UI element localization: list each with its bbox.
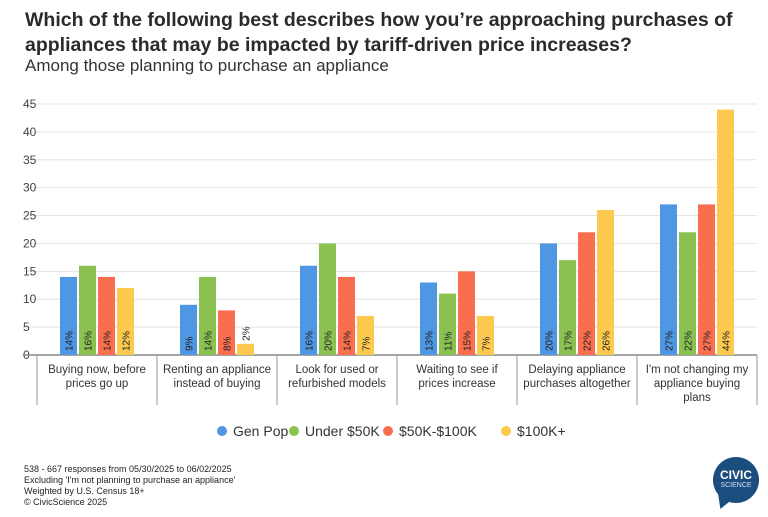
y-tick-label: 5 — [23, 320, 30, 334]
x-category-label: plans — [683, 392, 711, 404]
legend-swatch — [217, 426, 227, 436]
bar--50k-100k — [218, 310, 235, 355]
x-category-label: Look for used or — [295, 364, 378, 376]
bar--50k-100k — [458, 271, 475, 355]
footer-line: Weighted by U.S. Census 18+ — [24, 486, 145, 496]
y-tick-label: 35 — [23, 153, 37, 167]
y-tick-label: 20 — [23, 236, 37, 250]
logo-line1: CIVIC — [719, 468, 752, 482]
data-label: 14% — [65, 331, 76, 351]
legend-label: Under $50K — [305, 423, 380, 439]
chart-title: Which of the following best describes ho… — [25, 9, 733, 56]
x-category-label: Buying now, before — [48, 364, 146, 376]
data-label: 44% — [722, 331, 733, 351]
bar--100k- — [357, 315, 374, 355]
bar--100k- — [117, 288, 134, 355]
data-label: 14% — [103, 331, 114, 351]
data-label: 11% — [444, 332, 455, 351]
x-category-label: appliance buying — [654, 378, 740, 390]
y-tick-label: 10 — [23, 292, 37, 306]
data-label: 20% — [324, 331, 335, 351]
x-category-label: Delaying appliance — [528, 364, 625, 376]
y-tick-label: 15 — [23, 264, 37, 278]
data-label: 22% — [684, 331, 695, 351]
chart-subtitle: Among those planning to purchase an appl… — [25, 56, 389, 75]
data-label: 14% — [343, 331, 354, 351]
footer-line: © CivicScience 2025 — [24, 497, 108, 507]
y-tick-label: 40 — [23, 125, 37, 139]
y-tick-label: 30 — [23, 181, 37, 195]
bar--50k-100k — [698, 204, 715, 355]
bar-under-50k — [319, 243, 336, 355]
bar-gen-pop — [180, 304, 197, 355]
legend-label: $50K-$100K — [399, 423, 478, 439]
data-label: 16% — [84, 331, 95, 351]
footer-notes: 538 - 667 responses from 05/30/2025 to 0… — [24, 464, 235, 508]
bar-gen-pop — [540, 243, 557, 355]
bar-under-50k — [439, 293, 456, 355]
data-label: 14% — [204, 331, 215, 351]
y-tick-label: 45 — [23, 97, 37, 111]
bar-under-50k — [559, 260, 576, 355]
data-label: 20% — [545, 331, 556, 351]
x-category-label: Waiting to see if — [416, 364, 498, 376]
x-category-label: instead of buying — [174, 378, 261, 390]
footer-line: Excluding 'I'm not planning to purchase … — [24, 475, 236, 485]
data-label: 7% — [482, 336, 493, 351]
x-category-label: I'm not changing my — [646, 364, 749, 376]
bar-gen-pop — [660, 204, 677, 355]
data-label: 7% — [362, 336, 373, 351]
x-category-label: prices go up — [66, 378, 129, 390]
data-label: 13% — [425, 331, 436, 351]
x-category-label: prices increase — [418, 378, 495, 390]
bar-under-50k — [199, 276, 216, 355]
legend-label: $100K+ — [517, 423, 566, 439]
bar-gen-pop — [420, 282, 437, 355]
bar--50k-100k — [578, 232, 595, 355]
x-category-label: refurbished models — [288, 378, 386, 390]
logo-line2: SCIENCE — [720, 482, 752, 489]
bar--50k-100k — [338, 276, 355, 355]
legend-swatch — [383, 426, 393, 436]
bar--100k- — [717, 109, 734, 355]
data-label: 8% — [223, 336, 234, 351]
data-label: 16% — [305, 331, 316, 351]
legend-swatch — [289, 426, 299, 436]
data-label: 27% — [665, 331, 676, 351]
y-tick-label: 25 — [23, 209, 37, 223]
bar-gen-pop — [60, 276, 77, 355]
civicscience-logo: CIVIC SCIENCE — [713, 457, 759, 512]
legend-label: Gen Pop — [233, 423, 288, 439]
x-category-label: purchases altogether — [523, 378, 631, 390]
bar--50k-100k — [98, 276, 115, 355]
data-label: 2% — [242, 326, 253, 341]
data-label: 26% — [602, 331, 613, 351]
legend-swatch — [501, 426, 511, 436]
footer-line: 538 - 667 responses from 05/30/2025 to 0… — [24, 464, 232, 474]
bar--100k- — [477, 315, 494, 355]
bar--100k- — [597, 209, 614, 355]
data-label: 17% — [564, 331, 575, 351]
bar-under-50k — [679, 232, 696, 355]
data-label: 22% — [583, 331, 594, 351]
bar--100k- — [237, 343, 254, 355]
data-label: 9% — [185, 336, 196, 351]
data-label: 12% — [122, 331, 133, 351]
data-label: 15% — [463, 331, 474, 351]
x-category-label: Renting an appliance — [163, 364, 271, 376]
data-label: 27% — [703, 331, 714, 351]
bar-under-50k — [79, 265, 96, 355]
bar-gen-pop — [300, 265, 317, 355]
